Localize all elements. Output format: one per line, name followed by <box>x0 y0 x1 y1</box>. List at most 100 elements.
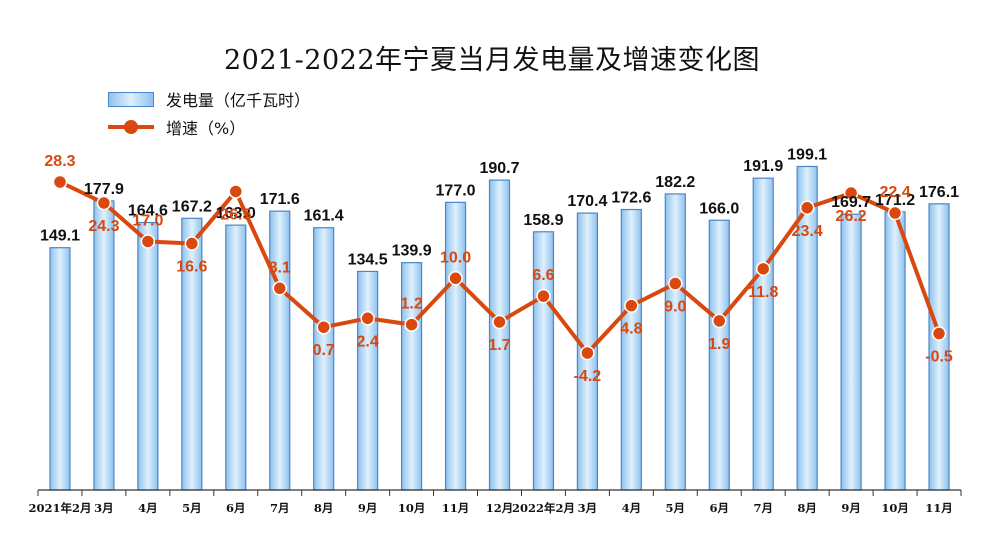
x-tick-label: 6月 <box>226 501 246 515</box>
bar-value-label: 169.7 <box>831 194 871 211</box>
growth-value-label: 24.3 <box>88 218 119 235</box>
bar-value-label: 161.4 <box>304 208 344 225</box>
chart-title: 2021-2022年宁夏当月发电量及增速变化图 <box>223 45 761 76</box>
growth-point-18 <box>799 200 815 216</box>
growth-value-label: 0.7 <box>313 342 335 359</box>
growth-point-16 <box>712 313 727 329</box>
growth-value-label: 26.2 <box>836 208 867 225</box>
growth-point-15 <box>668 276 683 291</box>
x-tick-label: 11月 <box>925 501 953 515</box>
growth-value-label: 11.8 <box>748 284 778 301</box>
x-tick-label: 2021年2月 <box>28 501 91 515</box>
growth-point-7 <box>316 319 331 335</box>
growth-value-label: 22.4 <box>880 184 911 201</box>
bar-5 <box>225 224 247 491</box>
growth-value-label: 10.0 <box>440 249 471 266</box>
bar-17 <box>752 177 774 491</box>
bar-value-label: 177.0 <box>436 182 476 199</box>
bar-value-label: 172.6 <box>611 190 651 207</box>
bar-value-label: 199.1 <box>787 146 827 163</box>
growth-value-label: -4.2 <box>574 368 602 385</box>
growth-value-label: 6.6 <box>532 267 554 284</box>
growth-point-3 <box>140 234 156 249</box>
legend-label-growth: 增速（%） <box>166 119 246 138</box>
bar-6 <box>269 210 291 491</box>
bar-value-label: 171.6 <box>260 191 300 208</box>
growth-point-9 <box>404 317 419 332</box>
growth-value-label: 26.5 <box>220 206 251 223</box>
x-tick-label: 6月 <box>710 501 730 515</box>
bar-value-label: 182.2 <box>655 174 695 191</box>
x-tick-label: 8月 <box>314 501 334 515</box>
growth-point-19 <box>843 185 859 201</box>
growth-point-17 <box>755 261 771 277</box>
x-tick-label: 4月 <box>622 501 642 515</box>
legend-line-swatch <box>108 119 154 135</box>
x-tick-label: 9月 <box>841 501 861 515</box>
legend-item-generation: 发电量（亿千瓦时） <box>108 88 310 110</box>
growth-value-label: 1.9 <box>708 336 730 353</box>
growth-value-label: 1.2 <box>400 296 422 313</box>
growth-value-label: 16.6 <box>176 259 207 276</box>
growth-point-11 <box>492 314 507 330</box>
x-tick-label: 10月 <box>881 501 909 515</box>
bar-value-label: 171.2 <box>875 192 915 209</box>
bar-value-label: 158.9 <box>523 212 563 229</box>
bar-14 <box>620 208 642 491</box>
bar-10 <box>444 201 467 491</box>
bar-11 <box>488 179 511 491</box>
growth-value-label: 28.3 <box>44 153 75 170</box>
growth-point-14 <box>624 298 639 313</box>
x-tick-label: 2022年2月 <box>512 501 575 515</box>
x-tick-label: 5月 <box>182 501 202 515</box>
bar-15 <box>664 193 686 491</box>
growth-point-20 <box>887 205 903 221</box>
legend-item-growth: 增速（%） <box>108 116 245 138</box>
bar-2 <box>93 200 115 491</box>
x-tick-label: 4月 <box>138 501 158 515</box>
legend-label-generation: 发电量（亿千瓦时） <box>166 91 311 110</box>
bar-value-label: 166.0 <box>699 200 739 217</box>
growth-value-label: 17.0 <box>132 212 163 229</box>
bar-value-label: 177.9 <box>84 181 124 198</box>
bar-21 <box>928 203 950 491</box>
x-tick-label: 10月 <box>398 501 426 515</box>
growth-point-13 <box>580 345 595 361</box>
growth-point-4 <box>184 236 200 251</box>
bar-value-label: 149.1 <box>40 228 80 245</box>
growth-value-label: 23.4 <box>792 223 823 240</box>
growth-value-label: 9.0 <box>664 299 686 316</box>
growth-point-6 <box>272 281 287 296</box>
growth-point-12 <box>536 288 551 304</box>
legend-bar-swatch <box>108 91 154 107</box>
bar-19 <box>840 213 862 491</box>
bar-value-label: 170.4 <box>567 193 607 210</box>
growth-value-label: 1.7 <box>488 337 510 354</box>
growth-value-label: 2.4 <box>357 333 379 350</box>
growth-value-label: 4.8 <box>620 321 642 338</box>
x-tick-label: 8月 <box>797 501 817 515</box>
x-tick-label: 3月 <box>94 501 114 515</box>
x-tick-label: 11月 <box>442 501 470 515</box>
growth-point-2 <box>96 195 112 211</box>
growth-value-label: 8.1 <box>269 259 291 276</box>
bar-value-label: 164.6 <box>128 203 168 220</box>
bar-1 <box>49 247 71 491</box>
growth-point-21 <box>931 326 947 341</box>
bar-value-label: 163.0 <box>216 205 256 222</box>
bar-value-label: 176.1 <box>919 184 959 201</box>
bar-value-label: 190.7 <box>479 160 519 177</box>
x-tick-label: 7月 <box>270 501 290 515</box>
bar-3 <box>137 221 159 491</box>
bar-8 <box>357 270 379 491</box>
bar-16 <box>708 219 730 491</box>
bar-20 <box>884 211 906 491</box>
growth-point-5 <box>228 184 244 199</box>
growth-point-10 <box>448 271 463 286</box>
x-tick-label: 3月 <box>578 501 598 515</box>
growth-value-label: -0.5 <box>925 349 953 366</box>
bar-value-label: 167.2 <box>172 198 212 215</box>
growth-point-1 <box>52 174 68 190</box>
bar-value-label: 139.9 <box>392 243 432 260</box>
